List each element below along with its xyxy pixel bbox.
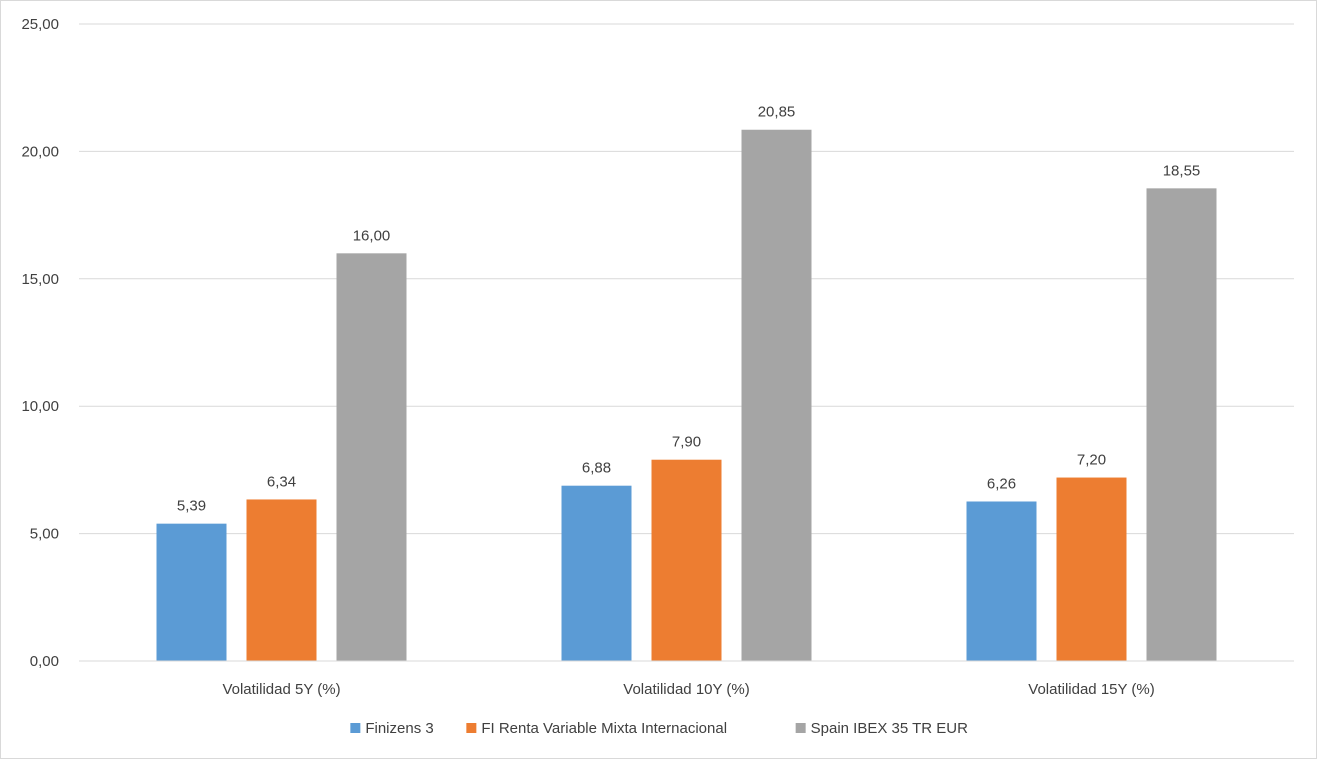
y-tick-label: 25,00 [21, 16, 59, 33]
x-tick-label: Volatilidad 15Y (%) [1028, 681, 1154, 698]
y-tick-label: 10,00 [21, 398, 59, 415]
legend-marker [795, 723, 806, 733]
bar [336, 253, 407, 661]
y-tick-label: 0,00 [30, 653, 59, 670]
y-tick-label: 5,00 [30, 526, 59, 543]
data-label: 6,26 [987, 475, 1016, 492]
bar [966, 501, 1037, 661]
y-tick-label: 15,00 [21, 271, 59, 288]
x-tick-label: Volatilidad 5Y (%) [222, 681, 340, 698]
y-tick-label: 20,00 [21, 143, 59, 160]
bar [741, 129, 812, 661]
bar [1056, 477, 1127, 661]
bar [246, 499, 317, 661]
data-label: 20,85 [758, 104, 796, 121]
legend-label: Finizens 3 [365, 720, 433, 737]
x-tick-label: Volatilidad 10Y (%) [623, 681, 749, 698]
data-label: 6,88 [582, 460, 611, 477]
data-label: 6,34 [267, 473, 296, 490]
data-label: 7,90 [672, 434, 701, 451]
data-label: 16,00 [353, 227, 391, 244]
data-label: 5,39 [177, 498, 206, 515]
legend-label: Spain IBEX 35 TR EUR [811, 720, 968, 737]
bar [1146, 188, 1217, 661]
data-label: 7,20 [1077, 452, 1106, 469]
bar [156, 523, 227, 661]
legend-marker [466, 723, 477, 733]
bar [651, 459, 722, 661]
legend-marker [350, 723, 361, 733]
data-label: 18,55 [1163, 162, 1201, 179]
legend-label: FI Renta Variable Mixta Internacional [481, 720, 727, 737]
bar [561, 485, 632, 661]
